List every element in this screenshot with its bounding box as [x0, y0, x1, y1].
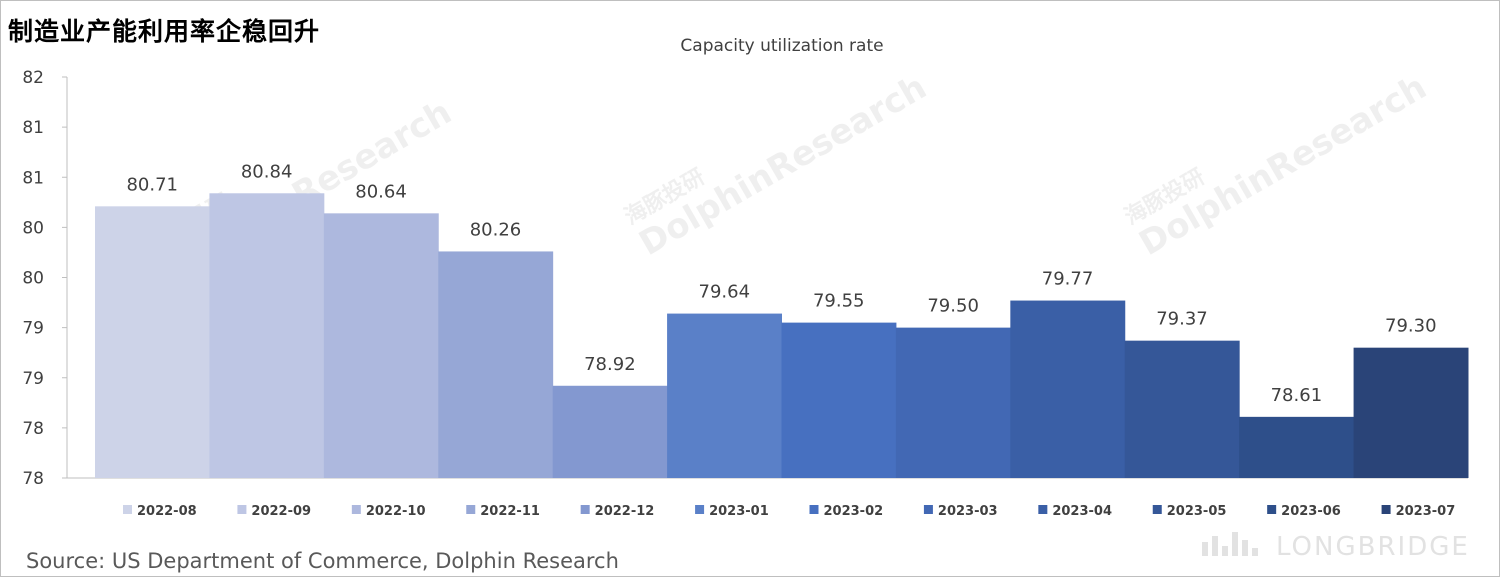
legend-label-2022-10: 2022-10: [366, 504, 426, 519]
y-tick-label: 78: [22, 419, 44, 439]
bars: [95, 193, 1469, 479]
y-tick-label: 79: [22, 319, 44, 339]
brand-watermark: LONGBRIDGE: [1276, 532, 1470, 562]
legend-label-2022-09: 2022-09: [251, 504, 311, 519]
legend-label-2023-03: 2023-03: [938, 504, 998, 519]
legend-label-2022-08: 2022-08: [137, 504, 197, 519]
bar-2022-11: [438, 251, 554, 478]
bar-value-label: 79.77: [1042, 269, 1094, 290]
legend-label-2023-04: 2023-04: [1052, 504, 1112, 519]
y-axis: 78 78 79 79 80 80 81 81 82: [22, 68, 67, 489]
legend-swatch: [351, 505, 361, 514]
legend-swatch: [809, 505, 819, 514]
bar-value-label: 80.26: [470, 219, 522, 240]
bar-2022-12: [552, 385, 668, 478]
bar-2023-03: [895, 327, 1011, 478]
bar-2023-01: [667, 313, 782, 478]
watermark-en: DolphinResearch: [633, 67, 934, 264]
legend-label-2022-12: 2022-12: [595, 504, 655, 519]
legend-label-2023-05: 2023-05: [1167, 504, 1227, 519]
y-tick-label: 81: [22, 168, 44, 188]
legend-swatch: [1267, 505, 1277, 514]
legend: 2022-08 2022-09 2022-10 2022-11 2022-12 2023-…: [123, 504, 1455, 519]
legend-swatch: [1152, 505, 1162, 514]
bar-2023-05: [1124, 340, 1240, 478]
watermark-2: 海豚投研 DolphinResearch: [620, 67, 934, 264]
bar-2022-09: [209, 193, 325, 479]
legend-label-2023-01: 2023-01: [709, 504, 769, 519]
bar-2023-07: [1353, 347, 1469, 478]
legend-swatch: [923, 505, 933, 514]
bar-value-label: 78.61: [1271, 385, 1323, 406]
bar-value-label: 80.71: [126, 174, 178, 195]
legend-swatch: [1038, 505, 1048, 514]
legend-label-2023-06: 2023-06: [1281, 504, 1341, 519]
bar-2022-08: [95, 206, 210, 478]
legend-swatch: [466, 505, 476, 514]
bar-value-label: 80.84: [241, 161, 293, 182]
chart-title: Capacity utilization rate: [680, 36, 884, 56]
y-tick-label: 78: [22, 469, 44, 489]
bar-2023-04: [1010, 300, 1126, 478]
legend-swatch: [580, 505, 590, 514]
bar-value-label: 80.64: [355, 181, 407, 202]
legend-swatch: [237, 505, 247, 514]
y-tick-label: 82: [22, 68, 44, 88]
bar-2023-02: [781, 322, 897, 478]
watermark-en: DolphinResearch: [1133, 67, 1434, 264]
legend-swatch: [123, 505, 132, 514]
bar-value-label: 79.30: [1385, 316, 1437, 337]
y-tick-label: 81: [22, 118, 44, 138]
y-tick-label: 79: [22, 369, 44, 389]
y-tick-label: 80: [22, 269, 44, 289]
headline: 制造业产能利用率企稳回升: [8, 17, 321, 46]
source-note: Source: US Department of Commerce, Dolph…: [26, 549, 619, 573]
bar-value-label: 78.92: [584, 354, 636, 375]
bar-value-label: 79.37: [1156, 309, 1208, 330]
legend-label-2022-11: 2022-11: [480, 504, 540, 519]
bar-value-label: 79.55: [813, 291, 865, 312]
bar-2023-06: [1239, 416, 1355, 478]
bar-2022-10: [323, 213, 439, 478]
y-tick-label: 80: [22, 218, 44, 238]
legend-label-2023-07: 2023-07: [1396, 504, 1456, 519]
bar-value-label: 79.64: [699, 282, 751, 303]
watermark-3: 海豚投研 DolphinResearch: [1120, 67, 1434, 264]
longbridge-logo-icon: [1202, 532, 1258, 556]
bar-value-label: 79.50: [927, 296, 979, 317]
legend-swatch: [695, 505, 705, 514]
bar-value-labels: 80.71 80.84 80.64 80.26 78.92 79.64 79.55 79.50…: [126, 161, 1436, 406]
legend-swatch: [1381, 505, 1391, 514]
legend-label-2023-02: 2023-02: [824, 504, 884, 519]
